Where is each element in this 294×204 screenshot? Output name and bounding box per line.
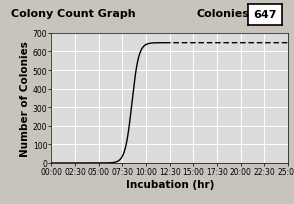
Text: Colony Count Graph: Colony Count Graph (11, 9, 136, 19)
Y-axis label: Number of Colonies: Number of Colonies (20, 41, 30, 156)
X-axis label: Incubation (hr): Incubation (hr) (126, 179, 214, 189)
Text: Colonies: Colonies (197, 9, 250, 19)
Text: 647: 647 (254, 10, 277, 20)
